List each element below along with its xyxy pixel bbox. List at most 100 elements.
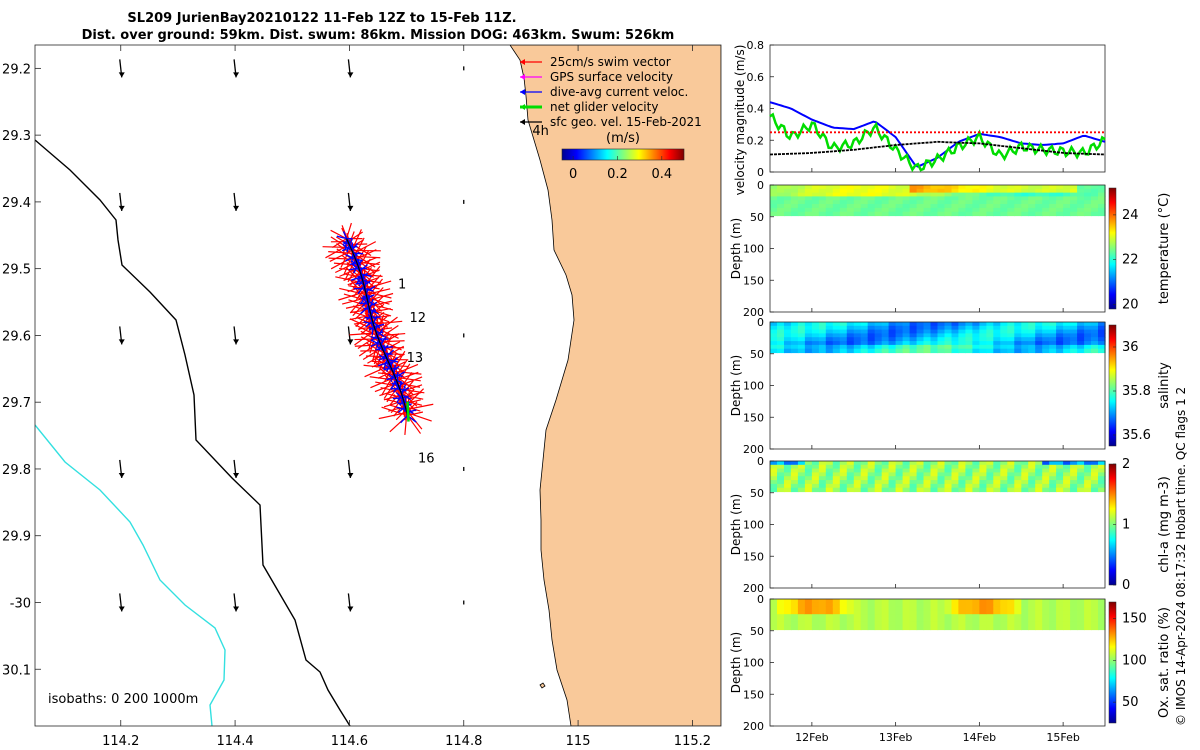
section-cell	[1035, 621, 1043, 627]
section-cell	[853, 211, 862, 217]
section-cell	[909, 344, 918, 350]
section-cell	[1007, 461, 1015, 466]
section-cell	[1049, 487, 1057, 493]
section-cell	[1000, 472, 1008, 477]
section-cell	[1077, 480, 1085, 485]
section-cell	[818, 602, 827, 608]
section-cell	[790, 599, 799, 604]
section-cell	[944, 204, 953, 209]
section-cell	[825, 472, 834, 477]
section-cell	[1084, 344, 1092, 350]
section-cell	[1091, 344, 1099, 350]
section-cell	[1056, 461, 1064, 466]
section-cell	[895, 200, 904, 205]
section-cell	[1028, 200, 1036, 205]
section-cell	[909, 472, 918, 477]
section-cell	[1091, 618, 1099, 623]
section-cell	[797, 461, 806, 466]
section-cell	[1098, 483, 1106, 489]
section-colorbar-tick-label: 0	[1122, 578, 1130, 593]
section-cell	[846, 211, 855, 217]
section-cell	[951, 483, 960, 489]
velocity-y-tick-label: 0.6	[747, 71, 765, 84]
section-cell	[1070, 602, 1078, 608]
section-cell	[818, 480, 827, 485]
section-cell	[818, 196, 827, 201]
section-cell	[1070, 468, 1078, 473]
section-cell	[1014, 461, 1022, 466]
section-cell	[1077, 341, 1085, 346]
section-cell	[1091, 329, 1099, 334]
section-cell	[1098, 599, 1106, 604]
section-cell	[930, 610, 939, 615]
section-cell	[1014, 618, 1022, 623]
section-cell	[881, 606, 890, 611]
section-cell	[1035, 618, 1043, 623]
day-label: 13	[407, 351, 424, 366]
section-cell	[797, 480, 806, 485]
section-cell	[874, 599, 883, 604]
section-cell	[1077, 599, 1085, 604]
section-ylabel: Depth (m)	[729, 218, 743, 279]
section-cell	[1063, 322, 1071, 327]
section-cell	[790, 207, 799, 213]
section-cell	[777, 464, 785, 470]
day-label: 4h	[532, 124, 549, 139]
section-cell	[881, 483, 890, 489]
section-cell	[1084, 621, 1092, 627]
section-cell	[770, 625, 778, 631]
section-cell	[1077, 329, 1085, 334]
section-cell	[1091, 322, 1099, 327]
section-cell	[1049, 185, 1057, 190]
section-cell	[874, 483, 883, 489]
section-cell	[979, 188, 987, 194]
section-cell	[1091, 614, 1099, 619]
section-cell	[958, 606, 966, 611]
section-cell	[839, 348, 848, 354]
section-cell	[1028, 322, 1036, 327]
section-cell	[770, 621, 778, 627]
section-cell	[1014, 599, 1022, 604]
section-cell	[1042, 341, 1050, 346]
sfc-geo-arrow-head	[347, 72, 354, 78]
section-cell	[1056, 480, 1064, 485]
section-cell	[1000, 337, 1008, 342]
section-cell	[1021, 337, 1029, 342]
section-colorbar-tick-label: 20	[1122, 298, 1139, 313]
section-cell	[867, 329, 876, 334]
section-cell	[902, 461, 911, 466]
current-vector	[370, 341, 380, 348]
section-cell	[811, 348, 820, 354]
section-cell	[965, 196, 973, 201]
section-cell	[944, 207, 953, 213]
section-cell	[846, 344, 855, 350]
section-cell	[930, 341, 939, 346]
section-cell	[784, 464, 792, 470]
section-cell	[874, 322, 883, 327]
section-cell	[1056, 207, 1064, 213]
section-cell	[1056, 325, 1064, 331]
section-cell	[909, 200, 918, 205]
section-cell	[770, 614, 778, 619]
section-cell	[839, 621, 848, 627]
section-cell	[1077, 204, 1085, 209]
section-cell	[797, 348, 806, 354]
section-cell	[1084, 487, 1092, 493]
section-cell	[1028, 614, 1036, 619]
section-cell	[986, 333, 994, 338]
current-vector	[394, 371, 406, 378]
section-cell	[888, 464, 897, 470]
section-cell	[770, 341, 778, 346]
section-cell	[1056, 476, 1064, 481]
section-cell	[797, 188, 806, 194]
section-cell	[923, 618, 932, 623]
section-cell	[867, 614, 876, 619]
map-colorbar-tick-label: 0	[569, 167, 577, 182]
current-vector	[362, 297, 370, 307]
section-cell	[1063, 599, 1071, 604]
current-vector	[363, 321, 374, 325]
section-cell	[888, 192, 897, 197]
section-cell	[825, 185, 834, 190]
velocity-y-ticks: 00.20.40.60.8	[747, 39, 774, 179]
section-cell	[888, 188, 897, 194]
